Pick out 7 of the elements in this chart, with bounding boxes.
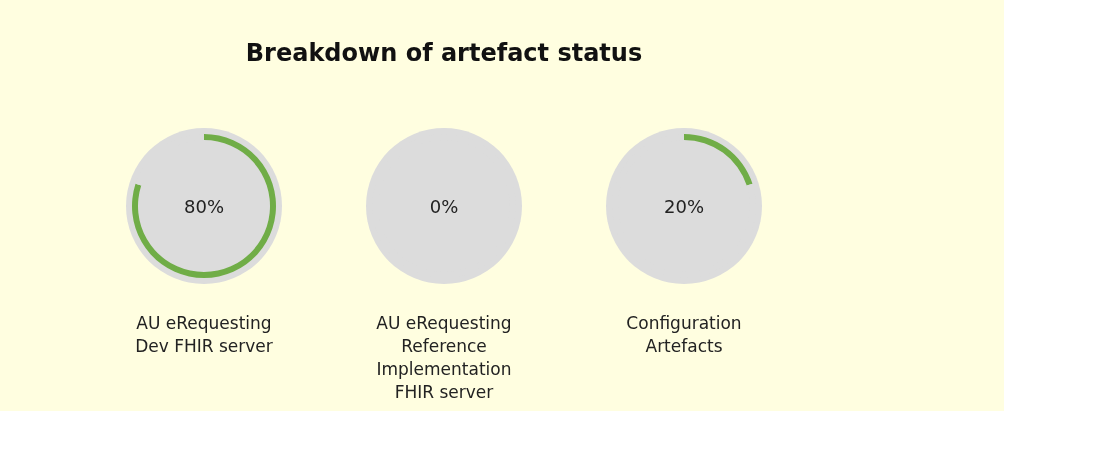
text: AU eRequesting Dev FHIR server xyxy=(135,313,273,356)
text: 0% xyxy=(429,196,459,217)
text: 20% xyxy=(663,196,705,217)
text: 80% xyxy=(183,196,225,217)
text: AU eRequesting Reference Implementation FHIR server xyxy=(376,313,512,402)
text: Breakdown of artefact status xyxy=(245,39,643,67)
text: Configuration Artefacts xyxy=(626,313,742,356)
